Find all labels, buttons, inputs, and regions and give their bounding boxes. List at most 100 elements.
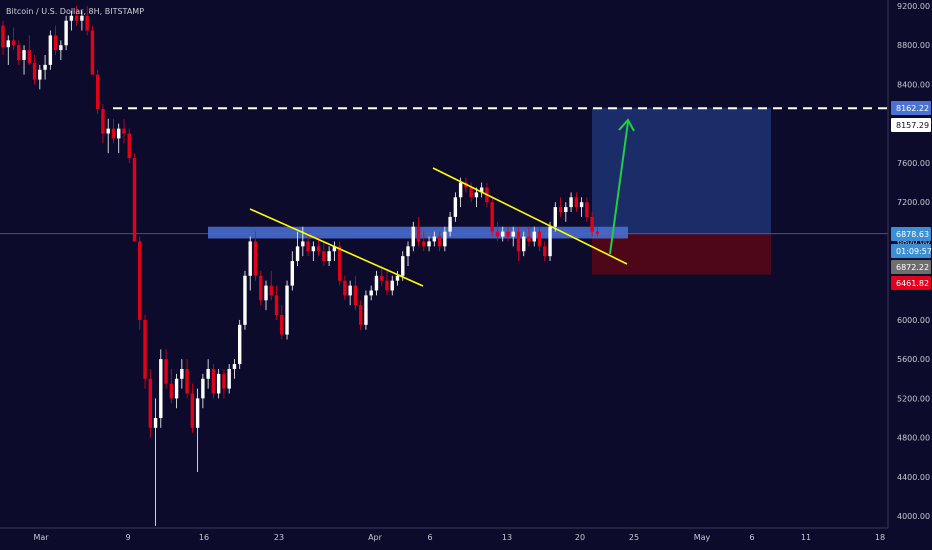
candle[interactable] [401,251,405,281]
candle[interactable] [117,123,121,154]
candle[interactable] [122,118,126,144]
candle[interactable] [506,226,510,242]
candle[interactable] [127,128,131,163]
candle[interactable] [501,226,505,242]
candle[interactable] [385,270,389,296]
candle[interactable] [148,368,152,438]
candle[interactable] [264,280,268,311]
candle[interactable] [285,280,289,340]
candle[interactable] [474,187,479,208]
candle[interactable] [269,270,273,301]
candle[interactable] [543,241,547,262]
candle[interactable] [395,270,400,286]
candle[interactable] [69,10,74,31]
candle[interactable] [343,275,347,301]
candle[interactable] [48,30,53,70]
candle[interactable] [458,177,463,208]
candle[interactable] [159,349,163,428]
candle[interactable] [364,290,368,330]
candle[interactable] [437,231,442,252]
candle[interactable] [80,10,84,31]
candle[interactable] [180,359,184,389]
candle[interactable] [11,27,16,51]
candle[interactable] [190,383,195,433]
candle[interactable] [253,231,258,281]
candle[interactable] [22,45,26,75]
candle[interactable] [53,25,58,56]
candle[interactable] [416,216,421,247]
candle[interactable] [216,368,221,399]
candle[interactable] [301,226,305,257]
candle[interactable] [311,241,316,262]
candle[interactable] [85,6,89,36]
candle[interactable] [348,280,352,306]
candle[interactable] [17,40,21,65]
candle[interactable] [295,231,300,266]
candle[interactable] [358,300,363,330]
candle[interactable] [174,373,179,409]
candle[interactable] [406,241,410,266]
candle[interactable] [374,270,379,296]
candle[interactable] [90,25,95,75]
candle[interactable] [322,241,326,266]
candle[interactable] [511,226,515,247]
candle[interactable] [516,226,521,262]
candle[interactable] [64,15,68,51]
candle[interactable] [164,349,168,389]
candle[interactable] [195,388,200,472]
trendline-1[interactable] [249,208,424,287]
candle[interactable] [427,236,431,252]
candle[interactable] [27,35,31,65]
candle[interactable] [574,192,579,213]
candle[interactable] [280,305,284,340]
candle[interactable] [553,202,557,232]
candle[interactable] [479,182,484,198]
candle[interactable] [153,398,158,526]
candle[interactable] [569,192,573,213]
candle[interactable] [380,265,384,286]
candle[interactable] [548,221,552,262]
candle[interactable] [143,315,147,389]
candle[interactable] [106,118,110,154]
candle[interactable] [243,270,247,330]
target-zone[interactable] [592,107,771,235]
candle[interactable] [32,55,37,85]
candle[interactable] [353,275,358,311]
candle[interactable] [201,373,205,409]
candle[interactable] [222,368,226,399]
candle[interactable] [564,202,568,222]
candle[interactable] [59,40,63,60]
candle[interactable] [232,359,237,379]
candle[interactable] [211,364,216,399]
candle[interactable] [453,192,458,222]
candle[interactable] [490,197,494,237]
time-axis[interactable]: Mar 9 16 23 Apr 6 13 20 25 May 6 11 18 [33,533,885,542]
candle[interactable] [527,226,531,247]
candle[interactable] [138,236,142,330]
candle[interactable] [579,197,584,217]
candle[interactable] [259,270,263,306]
candle[interactable] [422,231,426,252]
candle[interactable] [558,197,563,217]
candle[interactable] [327,246,331,266]
candle[interactable] [443,226,447,252]
candle[interactable] [585,197,589,222]
trendline-2[interactable] [432,167,628,265]
candle[interactable] [111,118,116,144]
candle[interactable] [227,364,231,394]
candle[interactable] [38,64,42,90]
candle[interactable] [169,368,174,404]
candle[interactable] [390,275,394,296]
candle[interactable] [238,319,242,369]
candle[interactable] [432,231,437,247]
candle[interactable] [6,35,10,65]
candle[interactable] [206,359,210,389]
candle[interactable] [532,226,536,247]
candle[interactable] [95,69,100,114]
candle[interactable] [537,226,542,252]
candle[interactable] [369,285,373,301]
candle[interactable] [185,359,189,399]
candle[interactable] [469,182,473,203]
candle[interactable] [522,231,526,257]
